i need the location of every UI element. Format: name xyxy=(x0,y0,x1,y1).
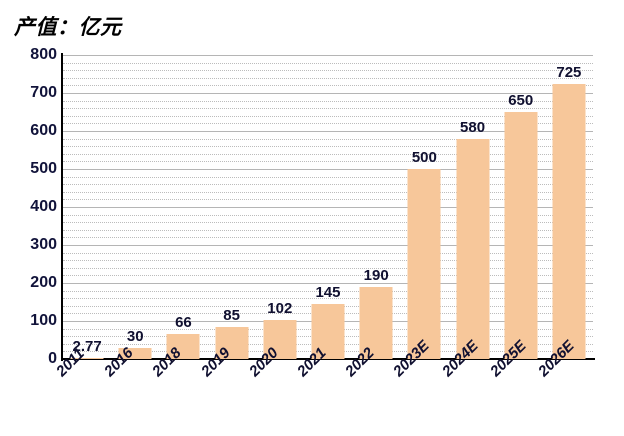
x-axis-tick: 2023E xyxy=(390,337,448,432)
bar-value-label: 102 xyxy=(267,300,293,318)
gridline-minor xyxy=(63,229,593,231)
y-axis-tick-label: 300 xyxy=(30,236,57,253)
bar-group[interactable]: 580 xyxy=(448,55,496,359)
gridline-minor xyxy=(63,115,593,117)
bar-value-label: 145 xyxy=(315,283,341,301)
bar-value-label: 66 xyxy=(175,313,192,331)
gridline-minor xyxy=(63,146,593,148)
bar-group[interactable]: 725 xyxy=(545,55,593,359)
bar[interactable] xyxy=(118,347,152,359)
gridline-minor xyxy=(63,199,593,201)
x-axis-tick: 2020 xyxy=(246,344,304,432)
gridline-major xyxy=(63,169,593,170)
gridline-minor xyxy=(63,267,593,269)
y-axis-tick-labels: 800 700 600 500 400 300 200 100 0 xyxy=(0,46,57,367)
bar-group[interactable]: 85 xyxy=(208,55,256,359)
bar[interactable] xyxy=(359,286,393,359)
x-axis-tick: 2022 xyxy=(342,344,400,432)
bar-group[interactable]: 650 xyxy=(497,55,545,359)
gridline-major xyxy=(63,131,593,132)
bar-value-label: 500 xyxy=(411,149,437,166)
gridline-minor xyxy=(63,176,593,178)
gridline-minor xyxy=(63,298,593,300)
gridline-minor xyxy=(63,222,593,224)
bar[interactable] xyxy=(311,303,345,359)
gridline-minor xyxy=(63,62,593,64)
bar-value-label: 190 xyxy=(363,266,389,284)
y-axis-tick-label: 200 xyxy=(30,274,57,291)
bar[interactable] xyxy=(407,169,441,359)
bar-group[interactable]: 145 xyxy=(304,55,352,359)
bar-value-label: 650 xyxy=(508,92,534,109)
bars-layer: 2.77 30 66 85 102 145 190 500 580 650 725 xyxy=(63,55,593,359)
gridline-minor xyxy=(63,191,593,193)
y-axis-line xyxy=(61,53,63,361)
gridline-minor xyxy=(63,214,593,216)
bar-group[interactable]: 30 xyxy=(111,55,159,359)
gridline-major xyxy=(63,93,593,94)
gridline-minor xyxy=(63,290,593,292)
x-axis-line xyxy=(61,358,595,360)
gridline-major xyxy=(63,207,593,208)
x-axis-tick: 2016 xyxy=(101,344,159,432)
y-axis-tick-label: 500 xyxy=(30,160,57,177)
gridline-minor xyxy=(63,70,593,72)
bar-value-label: 725 xyxy=(556,63,582,81)
x-axis-tick-labels: 2011 2016 2018 2019 2020 2021 2022 2023E 2024E 20… xyxy=(53,337,593,432)
bar-value-label: 30 xyxy=(126,327,144,345)
gridline-minor xyxy=(63,123,593,125)
bar[interactable] xyxy=(263,320,297,359)
y-axis-tick-label: 400 xyxy=(30,198,57,215)
x-axis-tick: 2011 xyxy=(53,345,111,432)
bar-group[interactable]: 190 xyxy=(352,55,400,359)
bar-value-label: 85 xyxy=(223,306,240,324)
gridline-minor xyxy=(63,77,593,79)
gridline-minor xyxy=(63,184,593,186)
bar-group[interactable]: 66 xyxy=(159,55,207,359)
x-axis-tick: 2019 xyxy=(198,344,256,432)
gridline-minor xyxy=(63,252,593,254)
gridline-major xyxy=(63,283,593,284)
gridline-minor xyxy=(63,108,593,110)
x-axis-tick: 2025E xyxy=(487,337,545,432)
y-axis-tick-label: 0 xyxy=(48,350,57,367)
gridline-major xyxy=(63,245,593,246)
gridline-minor xyxy=(63,153,593,155)
y-axis-tick-label: 800 xyxy=(30,46,57,63)
gridline-minor xyxy=(63,161,593,163)
bar-group[interactable]: 2.77 xyxy=(63,55,111,359)
bar[interactable] xyxy=(504,112,538,359)
bar[interactable] xyxy=(552,83,586,359)
y-axis-tick-label: 700 xyxy=(30,84,57,101)
gridline-minor xyxy=(63,100,593,102)
gridline-minor xyxy=(63,237,593,239)
bar[interactable] xyxy=(215,326,249,359)
bar-group[interactable]: 102 xyxy=(256,55,304,359)
bar[interactable] xyxy=(166,333,200,359)
gridline-minor xyxy=(63,138,593,140)
x-axis-tick: 2018 xyxy=(149,344,207,432)
x-axis-tick: 2021 xyxy=(294,344,352,432)
chart-title: 产值：亿元 xyxy=(14,15,122,39)
x-axis-tick: 2024E xyxy=(439,337,496,432)
gridline-minor xyxy=(63,85,593,87)
bar[interactable] xyxy=(456,138,490,359)
bar-value-label: 2.77 xyxy=(72,337,102,355)
gridline-major xyxy=(63,55,593,56)
bar-value-label: 580 xyxy=(460,118,486,136)
bar[interactable] xyxy=(70,357,104,359)
bar-group[interactable]: 500 xyxy=(400,55,448,359)
y-axis-tick-label: 600 xyxy=(30,122,57,139)
gridline-minor xyxy=(63,260,593,262)
x-axis-tick: 2026E xyxy=(535,337,593,432)
y-axis-tick-label: 100 xyxy=(30,312,57,329)
gridline-minor xyxy=(63,275,593,277)
